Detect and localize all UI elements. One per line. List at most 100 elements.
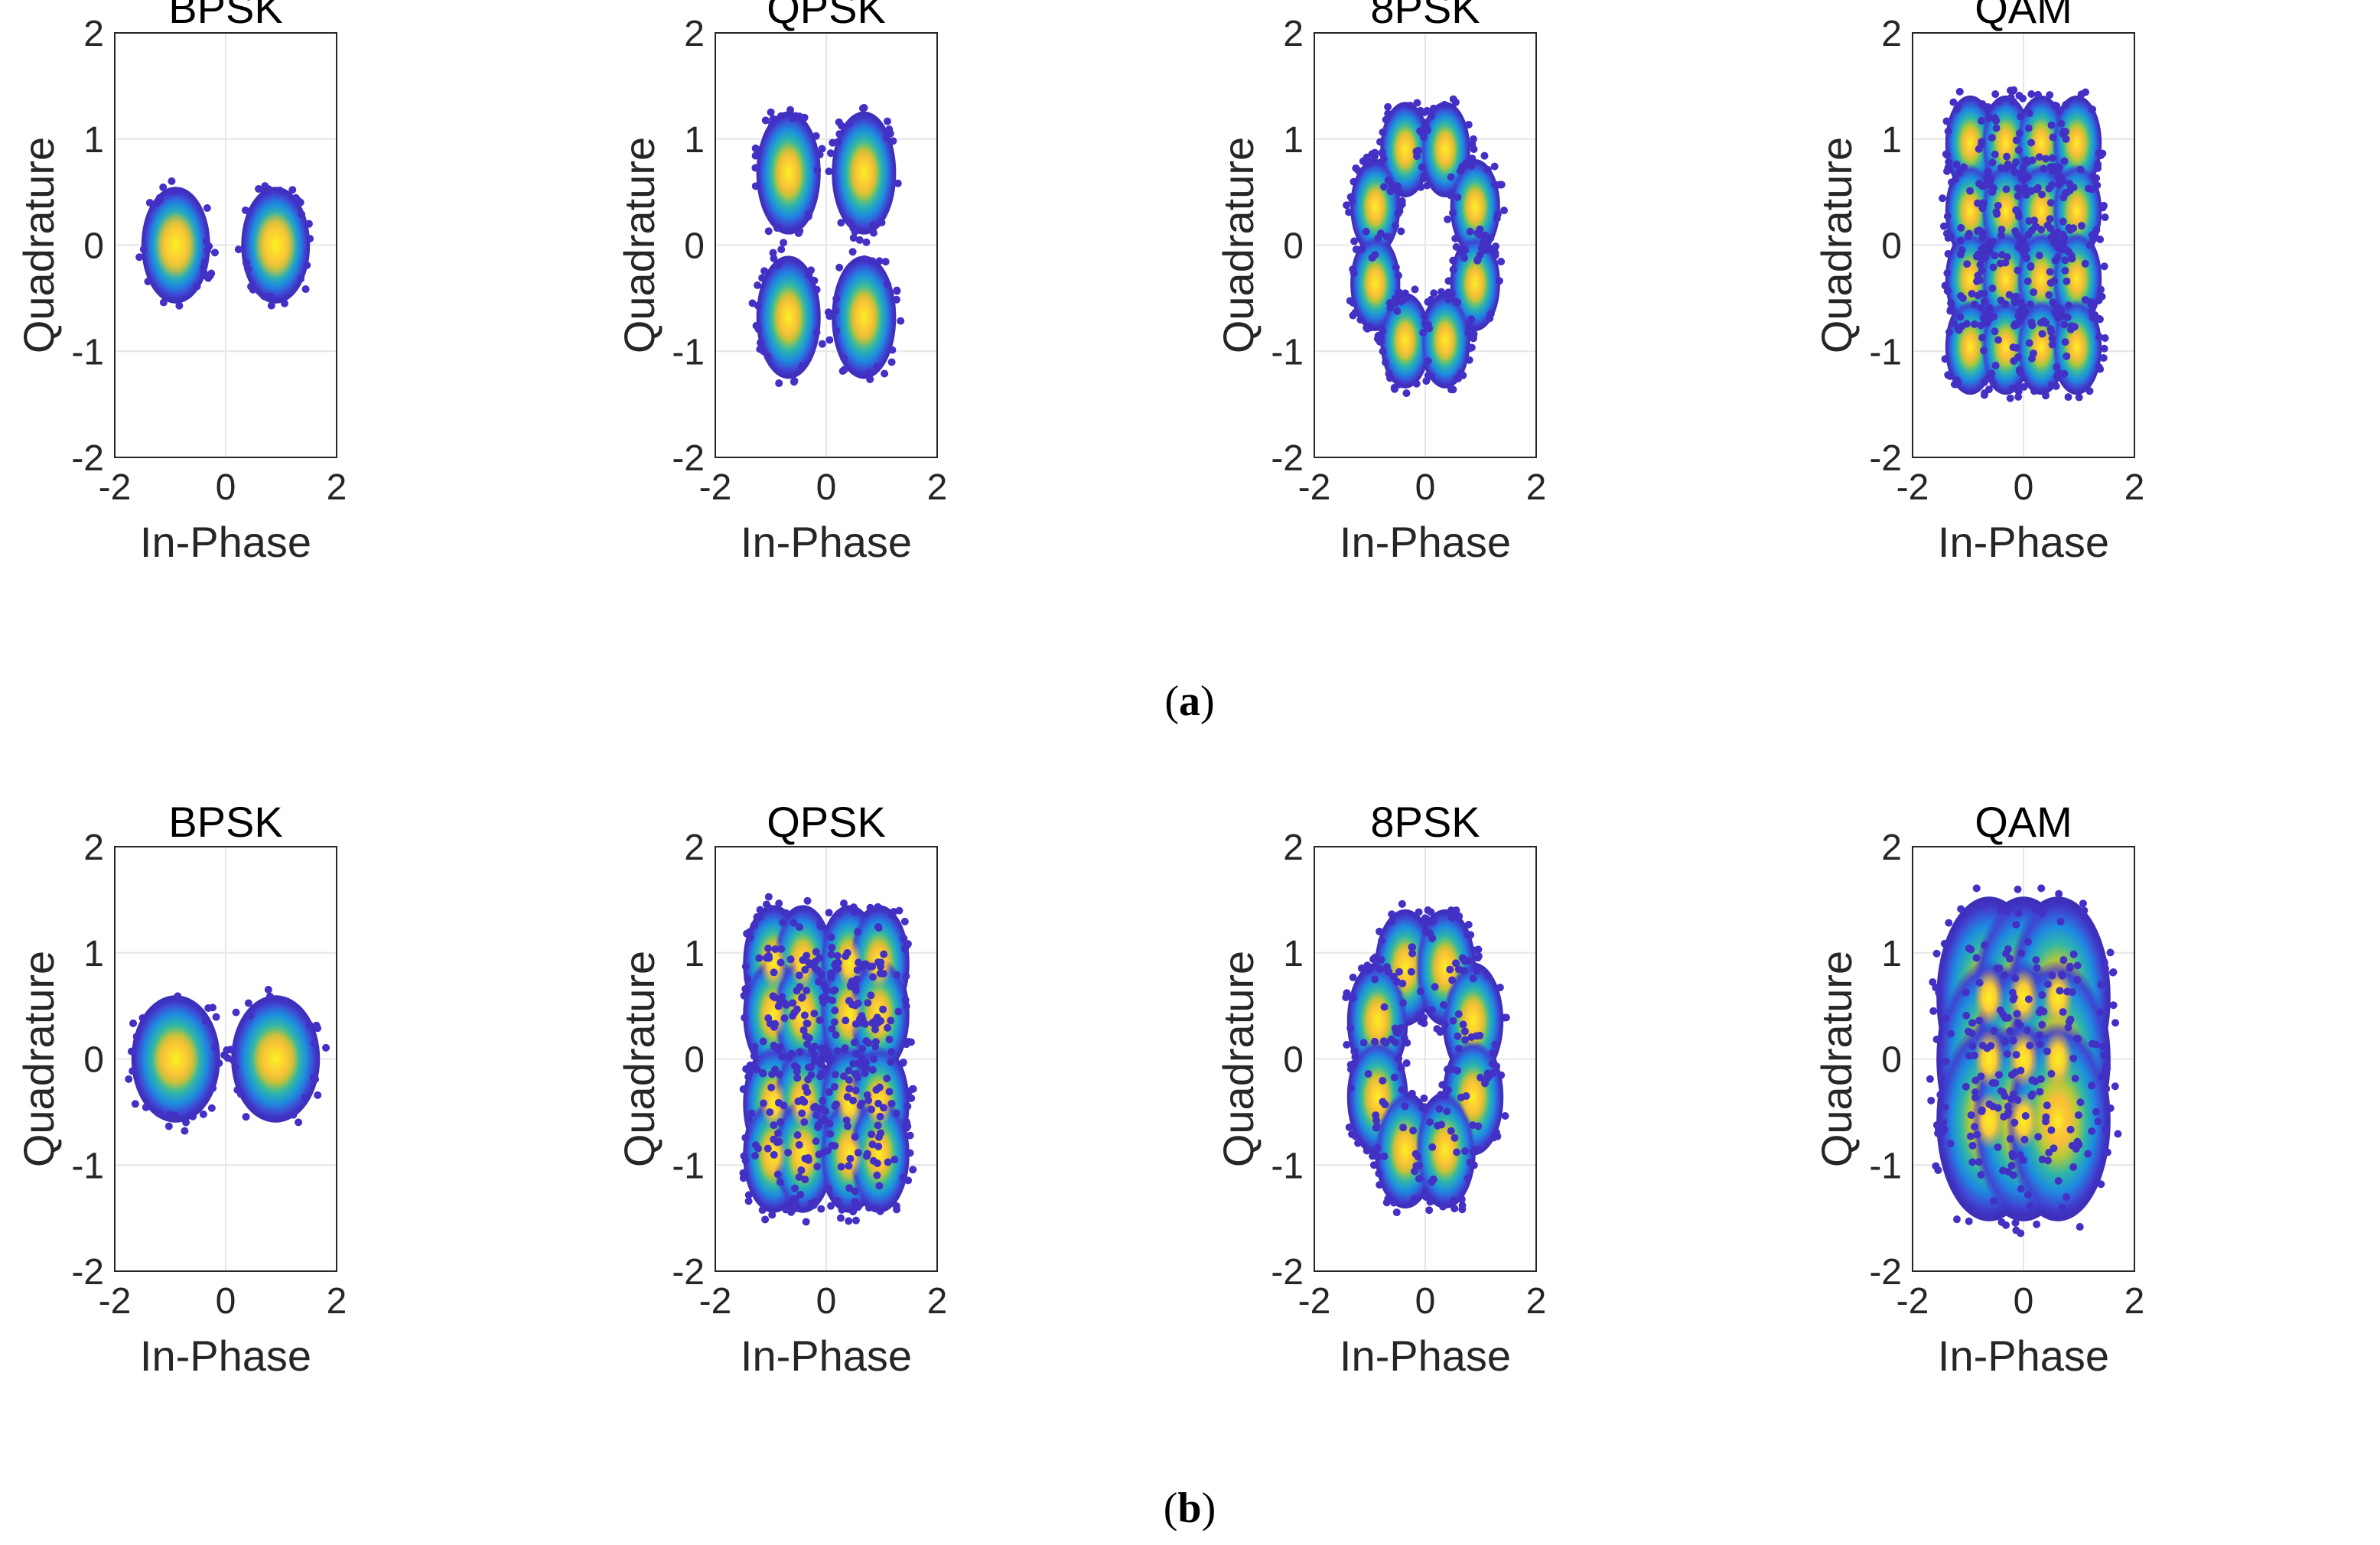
outlier-dot: [885, 1088, 894, 1096]
outlier-dot: [1411, 1195, 1419, 1203]
outlier-dot: [845, 1076, 854, 1085]
outlier-dot: [2080, 906, 2089, 915]
outlier-dot: [791, 1205, 799, 1213]
outlier-dot: [883, 1075, 891, 1083]
y-tick-label: -2: [1271, 1252, 1304, 1293]
outlier-dot: [168, 177, 176, 185]
outlier-dot: [1962, 988, 1970, 997]
outlier-dot: [2008, 988, 2017, 997]
outlier-dot: [1980, 391, 1988, 399]
outlier-dot: [829, 987, 838, 995]
outlier-dot: [879, 1005, 887, 1013]
x-tick-label: 2: [2124, 467, 2145, 508]
outlier-dot: [1352, 246, 1360, 254]
outlier-dot: [1988, 158, 1997, 167]
outlier-dot: [2108, 968, 2117, 977]
y-tick-label: 2: [684, 828, 705, 868]
outlier-dot: [1382, 115, 1390, 124]
outlier-dot: [2011, 1218, 2020, 1227]
outlier-dot: [2014, 885, 2022, 893]
outlier-dot: [834, 138, 842, 146]
outlier-dot: [755, 954, 763, 962]
outlier-dot: [812, 285, 821, 294]
outlier-dot: [1493, 214, 1501, 223]
outlier-dot: [865, 1204, 874, 1212]
outlier-dot: [1375, 1169, 1383, 1178]
outlier-dot: [874, 958, 882, 967]
outlier-dot: [2049, 298, 2057, 307]
outlier-dot: [759, 1099, 767, 1108]
outlier-dot: [125, 1075, 133, 1083]
constellation-point: [1392, 1124, 1419, 1176]
outlier-dot: [1444, 1065, 1452, 1074]
outlier-dot: [2048, 154, 2056, 162]
outlier-dot: [212, 1013, 220, 1021]
outlier-dot: [2012, 136, 2020, 145]
outlier-dot: [1955, 326, 1963, 334]
outlier-dot: [790, 378, 798, 386]
outlier-dot: [812, 1137, 820, 1146]
outlier-dot: [1408, 943, 1417, 951]
outlier-dot: [2053, 363, 2061, 371]
outlier-dot: [1461, 246, 1470, 254]
outlier-dot: [1426, 1198, 1434, 1206]
outlier-dot: [770, 255, 778, 263]
outlier-dot: [1956, 313, 1965, 321]
outlier-dot: [754, 145, 762, 154]
outlier-dot: [845, 1085, 854, 1093]
y-tick-label: 0: [1283, 226, 1304, 267]
outlier-dot: [1346, 297, 1354, 305]
x-tick-label: -2: [99, 467, 132, 508]
outlier-dot: [2015, 129, 2023, 138]
outlier-dot: [767, 1083, 776, 1091]
outlier-dot: [796, 1190, 805, 1199]
outlier-dot: [1406, 102, 1415, 110]
outlier-dot: [2060, 369, 2069, 378]
outlier-dot: [2010, 168, 2019, 176]
outlier-dot: [890, 1156, 899, 1164]
outlier-dot: [1966, 187, 1975, 195]
outlier-dot: [2003, 1050, 2011, 1059]
outlier-dot: [801, 1083, 809, 1091]
outlier-dot: [1941, 355, 1949, 363]
constellation-point: [1459, 1072, 1486, 1123]
outlier-dot: [777, 945, 786, 953]
y-tick-label: -1: [1271, 332, 1304, 372]
outlier-dot: [181, 1127, 189, 1135]
outlier-dot: [2036, 1088, 2044, 1096]
outlier-dot: [1376, 1181, 1384, 1189]
outlier-dot: [1397, 1064, 1405, 1072]
outlier-dot: [774, 1002, 783, 1010]
outlier-dot: [876, 969, 884, 977]
outlier-dot: [2101, 333, 2109, 342]
outlier-dot: [1463, 1174, 1472, 1182]
axes-box: [715, 846, 938, 1272]
outlier-dot: [1989, 312, 1997, 320]
outlier-dot: [1954, 101, 1962, 109]
outlier-dot: [2027, 187, 2036, 195]
outlier-dot: [1407, 968, 1415, 976]
constellation-point: [1961, 126, 1979, 161]
outlier-dot: [236, 1090, 245, 1098]
outlier-dot: [1452, 298, 1460, 306]
outlier-dot: [1350, 1059, 1358, 1068]
outlier-dot: [800, 1098, 809, 1106]
outlier-dot: [819, 1046, 828, 1055]
outlier-dot: [2016, 237, 2024, 246]
outlier-dot: [1373, 1144, 1382, 1153]
outlier-dot: [2114, 1130, 2122, 1138]
outlier-dot: [760, 347, 768, 356]
outlier-dot: [763, 353, 772, 361]
outlier-dot: [1480, 151, 1489, 160]
outlier-dot: [2071, 1075, 2079, 1083]
outlier-dot: [810, 1010, 819, 1018]
outlier-dot: [1379, 128, 1387, 136]
outlier-dot: [833, 951, 842, 960]
outlier-dot: [1350, 269, 1358, 278]
constellation-point: [1961, 330, 1979, 364]
outlier-dot: [2002, 164, 2010, 172]
outlier-dot: [874, 1121, 882, 1130]
outlier-dot: [902, 1002, 910, 1010]
outlier-dot: [2077, 222, 2085, 230]
